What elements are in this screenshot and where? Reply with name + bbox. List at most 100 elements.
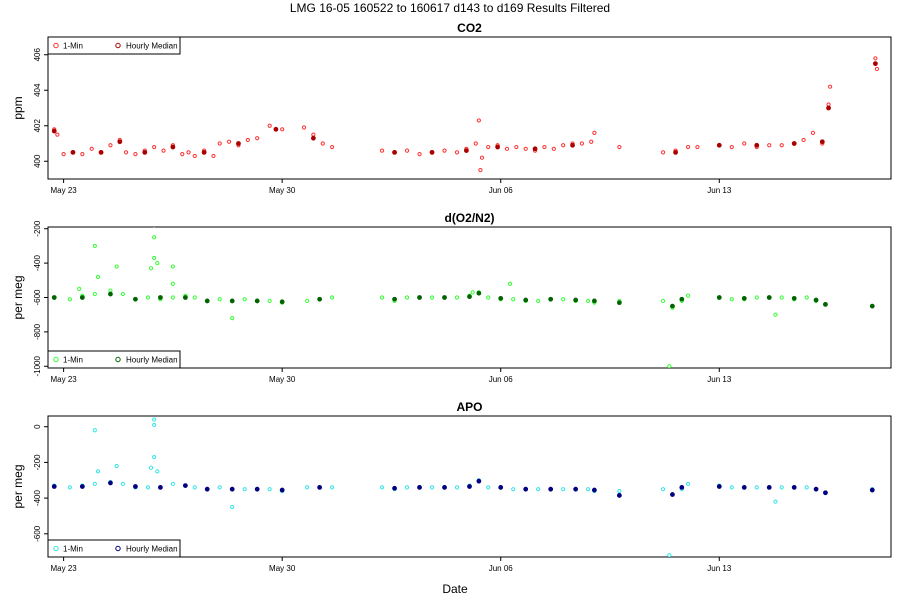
co2-point (142, 149, 148, 155)
o2-legend-label-one-min: 1-Min (63, 356, 83, 365)
o2-x-tick-label: May 23 (50, 375, 77, 384)
o2-title: d(O2/N2) (444, 211, 494, 225)
apo-point (561, 487, 566, 492)
co2-legend-label-one-min: 1-Min (63, 42, 83, 51)
o2-point (685, 293, 691, 298)
o2-point (591, 298, 597, 304)
apo-legend-marker-hourly (115, 545, 121, 552)
apo-point (486, 485, 491, 490)
co2-point (695, 144, 700, 150)
co2-point (280, 127, 285, 132)
apo-point (379, 485, 385, 490)
apo-point (729, 485, 734, 490)
o2-x-tick-label: May 30 (269, 375, 296, 384)
o2-point (773, 312, 778, 317)
co2-point (826, 105, 831, 111)
apo-x-tick-label: May 23 (50, 564, 77, 573)
apo-point (573, 486, 579, 492)
o2-points (51, 227, 875, 368)
apo-point (148, 465, 154, 470)
o2-point (766, 295, 772, 300)
co2-point (801, 137, 806, 143)
apo-y-tick-label: 0 (33, 424, 42, 429)
apo-point (442, 484, 447, 490)
co2-point (267, 123, 272, 128)
co2-point (273, 126, 279, 132)
co2-point (716, 142, 722, 148)
co2-point (767, 143, 772, 148)
o2-point (536, 298, 541, 304)
co2-point (826, 102, 831, 107)
co2-point (551, 146, 556, 151)
o2-point (454, 295, 460, 300)
apo-point (823, 490, 828, 496)
apo-point (305, 485, 310, 490)
apo-point (330, 485, 335, 490)
o2-point (192, 295, 197, 300)
co2-point (810, 130, 816, 135)
co2-point (873, 56, 878, 61)
co2-point (514, 144, 519, 150)
co2-point (729, 144, 734, 150)
apo-points (51, 417, 875, 557)
apo-point (217, 485, 222, 490)
apo-point (548, 486, 554, 492)
co2-point (161, 148, 166, 153)
apo-point (95, 469, 101, 474)
co2-point (211, 153, 216, 159)
co2-point (330, 144, 335, 150)
co2-point (70, 149, 76, 155)
co2-point (51, 128, 57, 134)
co2-point (392, 149, 397, 155)
apo-point (417, 484, 422, 490)
o2-point (804, 295, 809, 300)
apo-point (813, 486, 819, 492)
o2-point (67, 297, 72, 302)
apo-point (791, 484, 797, 490)
o2-point (145, 295, 151, 300)
o2-point (754, 295, 759, 300)
co2-y-tick-label: 400 (33, 154, 42, 168)
o2-point (442, 295, 447, 300)
co2-point (463, 148, 469, 154)
co2-point (454, 150, 460, 155)
apo-y-axis-label: per meg (11, 464, 25, 508)
co2-point (170, 144, 176, 150)
apo-point (476, 478, 482, 484)
o2-y-axis-label: per meg (11, 275, 25, 319)
o2-point (305, 298, 310, 304)
co2-point (592, 130, 597, 135)
o2-point (79, 295, 85, 300)
co2-y-tick-label: 406 (33, 48, 42, 62)
co2-point (133, 152, 138, 157)
co2-point (311, 132, 316, 137)
apo-point (766, 484, 772, 490)
co2-legend: 1-Min Hourly Median (47, 36, 181, 55)
apo-point (67, 485, 72, 490)
o2-y-tick-label: -600 (33, 289, 42, 306)
co2-point (320, 141, 325, 146)
co2-point (819, 139, 825, 145)
co2-point (186, 150, 191, 155)
co2-x-tick-label: Jun 06 (489, 186, 514, 195)
o2-point (586, 298, 591, 304)
apo-point (591, 487, 597, 493)
co2-point (476, 118, 481, 123)
o2-series-one-min (52, 227, 875, 368)
apo-point (404, 485, 410, 490)
co2-point (310, 135, 316, 141)
apo-point (204, 486, 210, 492)
apo-point (133, 484, 138, 489)
co2-point (192, 153, 197, 159)
apo-point (51, 484, 57, 489)
apo-point (145, 485, 151, 490)
co2-point (226, 139, 232, 144)
o2-point (92, 291, 97, 297)
o2-point (148, 266, 154, 271)
apo-point (467, 484, 472, 489)
co2-point (152, 144, 157, 150)
apo-plot-frame (47, 415, 892, 558)
apo-point (152, 454, 157, 460)
o2-point (229, 298, 235, 304)
co2-point (80, 152, 85, 157)
